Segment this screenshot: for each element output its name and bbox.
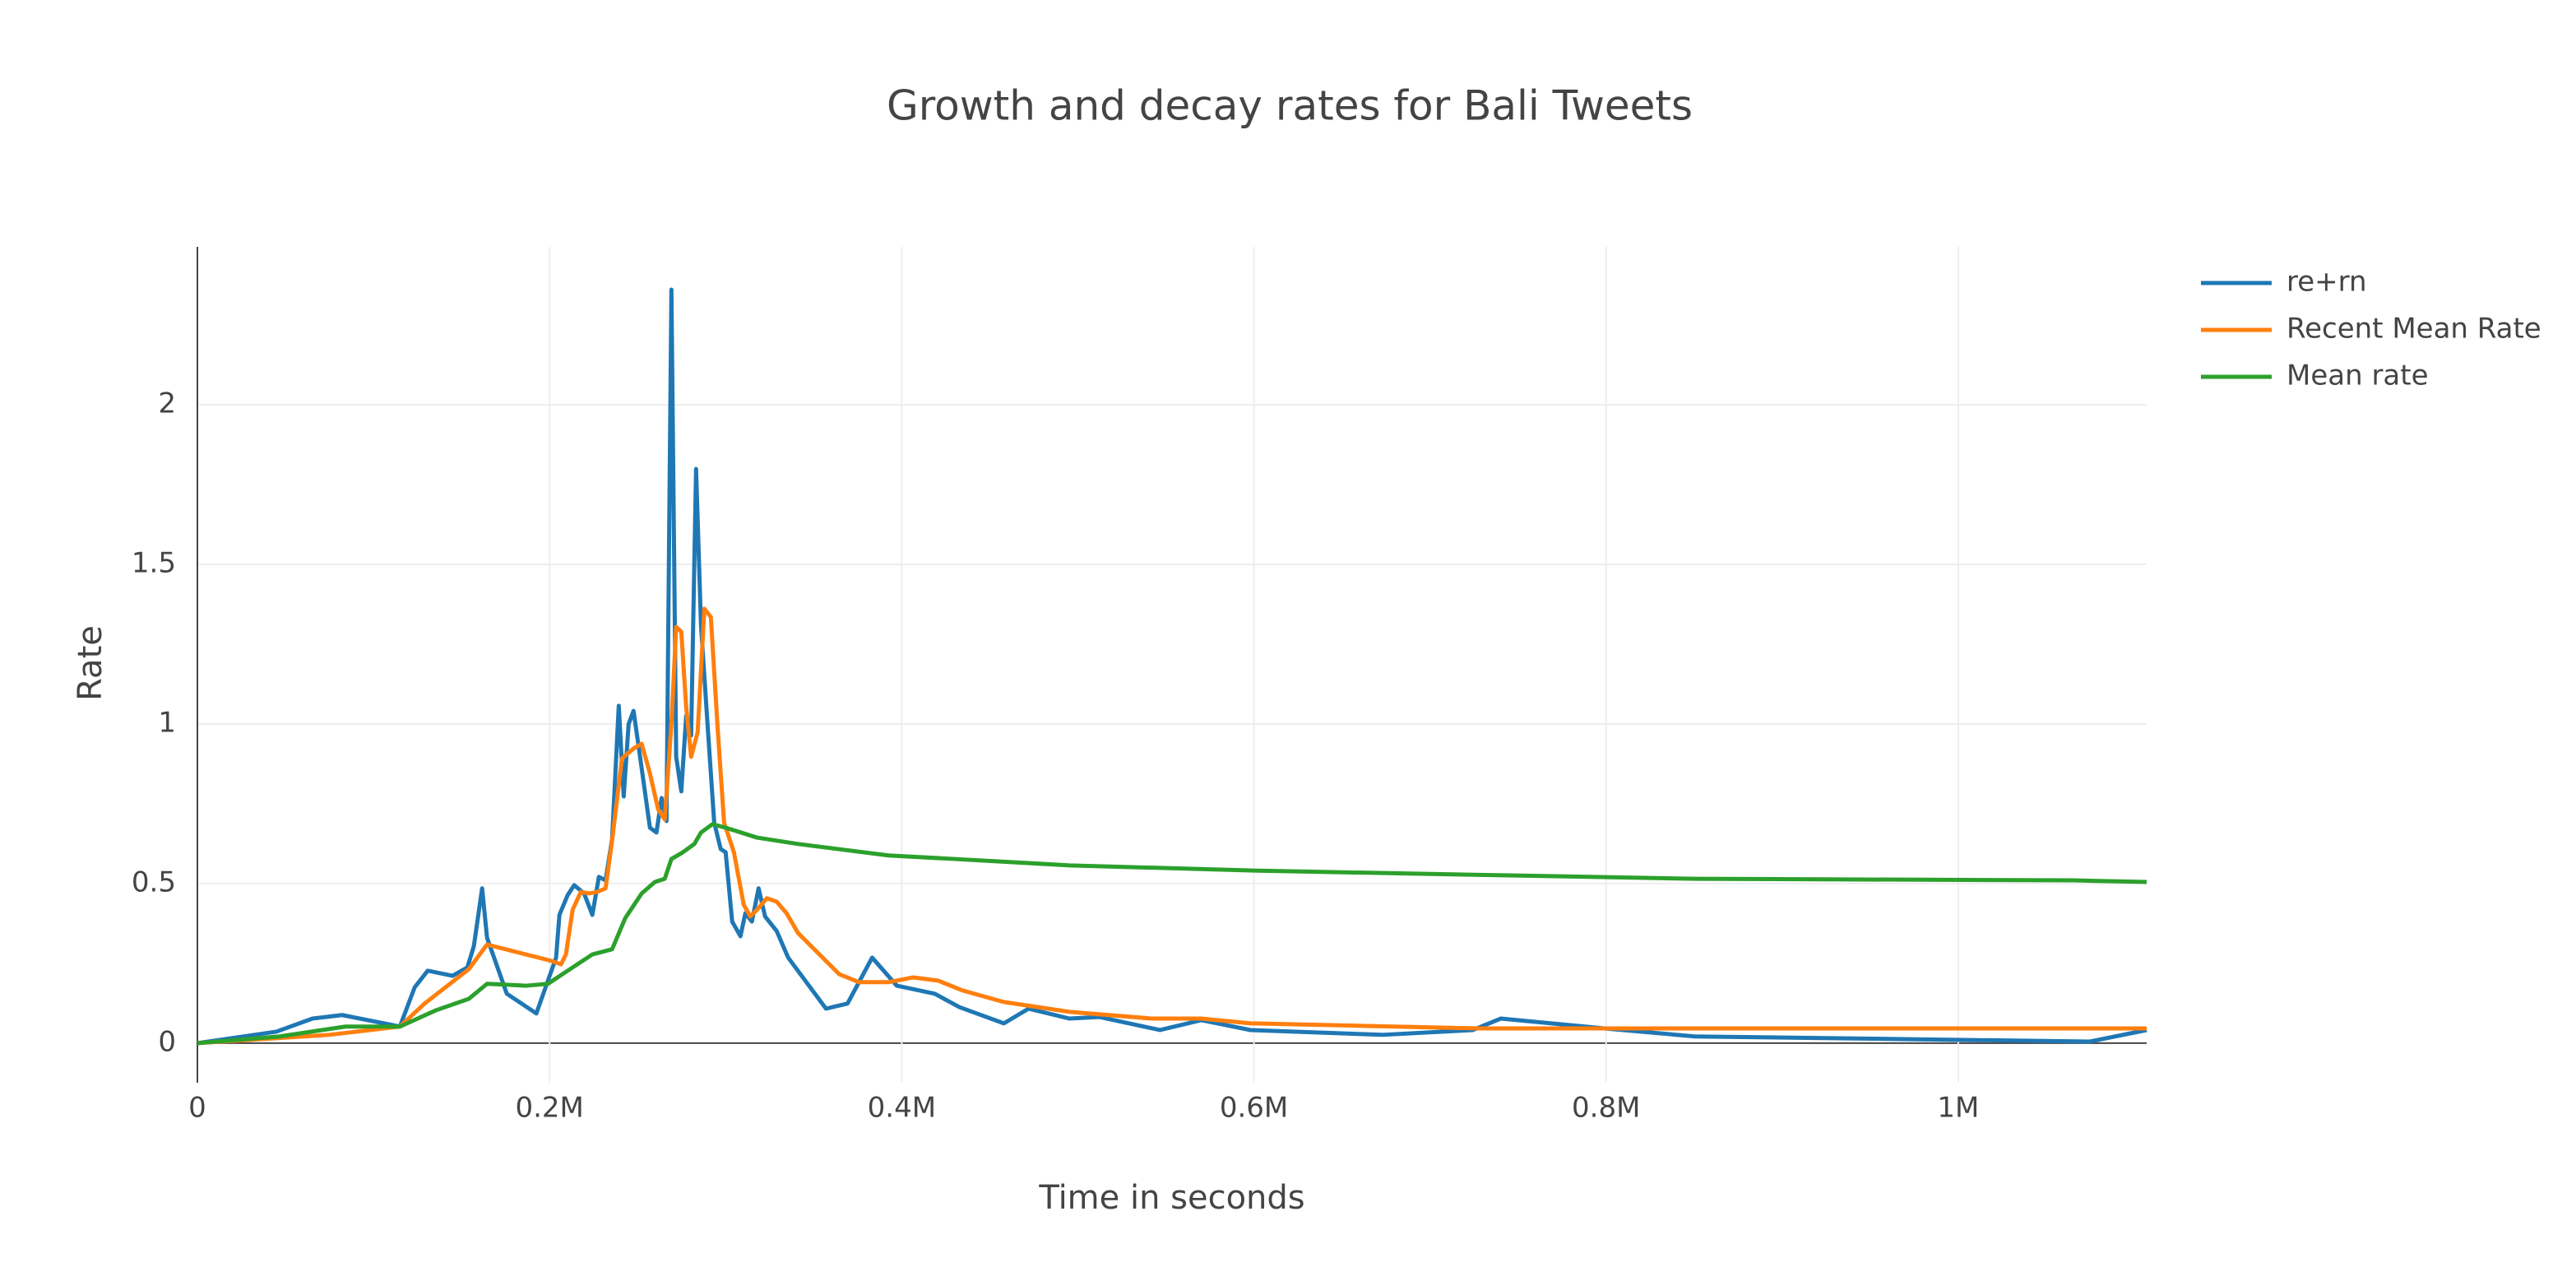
y-tick-label: 0.5	[132, 866, 176, 898]
chart-title: Growth and decay rates for Bali Tweets	[887, 82, 1693, 130]
y-tick-label: 0	[158, 1025, 176, 1058]
y-axis-title: Rate	[72, 625, 109, 701]
x-tick-label: 0.4M	[868, 1092, 936, 1125]
series-line	[197, 822, 2147, 1046]
x-tick-label: 0.6M	[1220, 1092, 1288, 1125]
legend-label: Mean rate	[2286, 360, 2429, 392]
series-line	[197, 606, 2147, 1046]
legend-label: Recent Mean Rate	[2286, 313, 2541, 346]
series-line	[197, 287, 2147, 1046]
y-tick-label: 1	[158, 706, 176, 739]
y-tick-label: 2	[158, 388, 176, 420]
x-tick-label: 0.2M	[515, 1092, 583, 1125]
x-tick-label: 0	[188, 1092, 206, 1125]
x-tick-label: 0.8M	[1572, 1092, 1640, 1125]
y-tick-label: 1.5	[132, 546, 176, 579]
x-tick-label: 1M	[1937, 1092, 1979, 1125]
legend-label: re+rn	[2286, 266, 2367, 299]
x-axis-title: Time in seconds	[1038, 1179, 1304, 1217]
